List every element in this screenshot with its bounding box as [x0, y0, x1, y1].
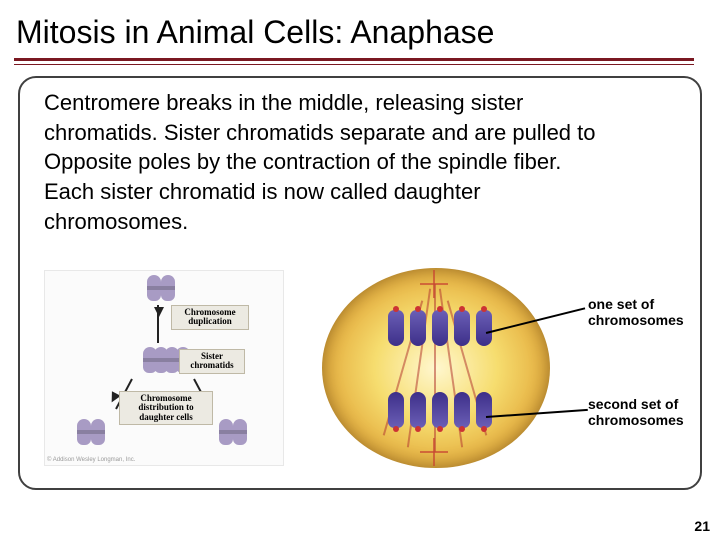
- arrow-down-icon: [154, 307, 164, 317]
- chromosome-set-bottom: [388, 392, 492, 428]
- body-line: Centromere breaks in the middle, releasi…: [44, 88, 682, 118]
- aster-icon: [424, 274, 444, 294]
- callout-bottom: second set of chromosomes: [588, 396, 712, 428]
- content-frame: Centromere breaks in the middle, releasi…: [18, 76, 702, 490]
- page-number: 21: [694, 518, 710, 534]
- title-underline: [14, 58, 694, 61]
- body-line: chromatids. Sister chromatids separate a…: [44, 118, 682, 148]
- copyright-text: © Addison Wesley Longman, Inc.: [47, 457, 135, 463]
- daughter-chromosome-icon: [77, 419, 105, 450]
- label-duplication: Chromosome duplication: [171, 305, 249, 330]
- chromosome-icon: [147, 275, 175, 306]
- body-line: chromosomes.: [44, 207, 682, 237]
- body-line: Opposite poles by the contraction of the…: [44, 147, 682, 177]
- body-text: Centromere breaks in the middle, releasi…: [44, 88, 682, 236]
- slide-title: Mitosis in Animal Cells: Anaphase: [0, 0, 720, 57]
- body-line: Each sister chromatid is now called daug…: [44, 177, 682, 207]
- label-sister: Sister chromatids: [179, 349, 245, 374]
- chromosome-set-top: [388, 310, 492, 346]
- daughter-chromosome-icon: [219, 419, 247, 450]
- figures-row: Chromosome duplication Sister chromatids…: [44, 270, 686, 478]
- figure-chromosome-duplication: Chromosome duplication Sister chromatids…: [44, 270, 284, 466]
- aster-icon: [424, 442, 444, 462]
- slide: Mitosis in Animal Cells: Anaphase Centro…: [0, 0, 720, 540]
- callout-top: one set of chromosomes: [588, 296, 712, 328]
- label-distribution: Chromosome distribution to daughter cell…: [119, 391, 213, 425]
- figure-anaphase-cell: one set of chromosomes second set of chr…: [302, 270, 686, 478]
- cell-icon: [322, 268, 550, 468]
